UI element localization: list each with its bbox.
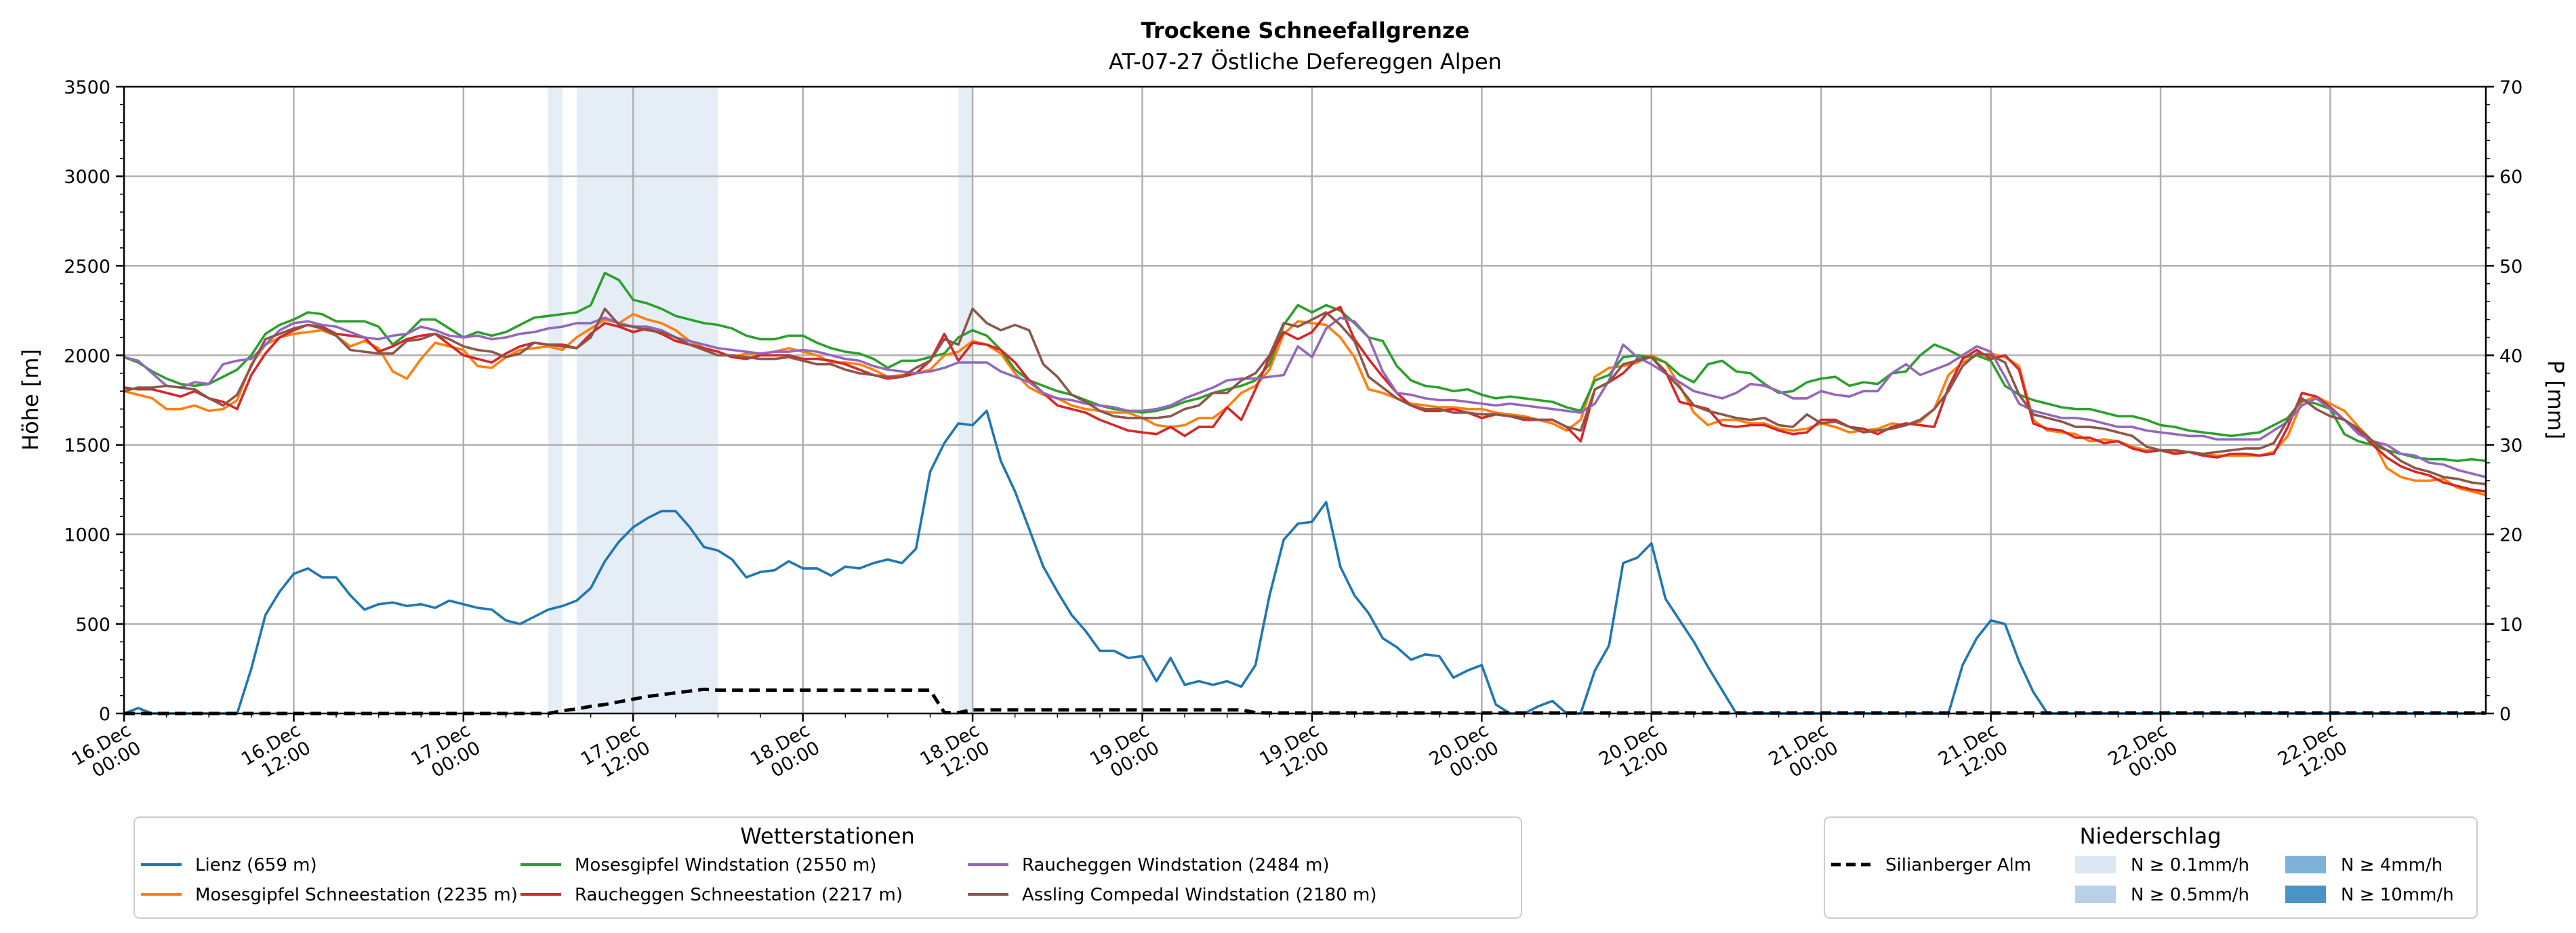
precipitation-bands (548, 87, 973, 713)
y2-tick-label-7: 70 (2499, 77, 2522, 98)
series-line-6 (124, 687, 2486, 716)
y-tick-label-3: 1500 (64, 436, 110, 457)
legend-stations-entries: Lienz (659 m) Mosesgipfel Schneestation (… (141, 855, 1377, 905)
legend-station-label-5: Assling Compedal Windstation (2180 m) (1022, 885, 1377, 905)
legend-precip-label-3: N ≥ 10mm/h (2341, 885, 2454, 905)
x-tick-label-11: 21.Dec12:00 (1935, 720, 2011, 787)
y-tick-label-2: 1000 (64, 525, 110, 546)
legend-precip-swatch-2 (2285, 856, 2326, 873)
legend-precip-title: Niederschlag (2079, 823, 2221, 849)
y2-tick-label-1: 10 (2499, 615, 2522, 636)
y-tick-label-5: 2500 (64, 256, 110, 277)
y2-tick-label-5: 50 (2499, 256, 2522, 277)
y-tick-label-0: 0 (99, 704, 110, 725)
y2-tick-label-4: 40 (2499, 346, 2522, 367)
grid (124, 87, 2486, 713)
legend-station-label-0: Lienz (659 m) (195, 855, 317, 875)
y2-tick-label-2: 20 (2499, 525, 2522, 546)
chart-subtitle: AT-07-27 Östliche Defereggen Alpen (1109, 49, 1502, 75)
legend-station-label-1: Mosesgipfel Schneestation (2235 m) (195, 885, 518, 905)
axis-ticks: 0 500 1000 1500 2000 2500 3000 3500 0 10 20 30 40 50 6… (64, 77, 2522, 787)
legend-precip-swatch-3 (2285, 886, 2326, 903)
legend-precip-swatch-0 (2075, 856, 2116, 873)
legend-stations: Wetterstationen Lienz (659 m) Mosesgipfel… (134, 816, 1522, 919)
legend-station-label-3: Raucheggen Schneestation (2217 m) (575, 885, 903, 905)
precip-band-2 (958, 87, 973, 713)
legend-precip: Niederschlag Silianberger Alm N ≥ 0.1mm/… (1824, 816, 2478, 919)
series-line-5 (123, 307, 2487, 486)
legend-precip-label-1: N ≥ 0.5mm/h (2131, 885, 2249, 905)
series-line-4 (123, 316, 2487, 478)
legend-stations-box (134, 816, 1522, 919)
y-tick-label-1: 500 (75, 615, 110, 636)
legend-stations-title: Wetterstationen (740, 823, 914, 849)
legend-station-label-2: Mosesgipfel Windstation (2550 m) (575, 855, 876, 875)
y2-axis-label: P [mm] (2543, 360, 2569, 440)
series-line-2 (123, 272, 2487, 463)
y2-tick-label-6: 60 (2499, 167, 2522, 188)
series-line-3 (123, 306, 2487, 493)
precip-band-0 (548, 87, 563, 713)
y-tick-label-7: 3500 (64, 77, 110, 98)
series-lines (123, 272, 2487, 716)
y2-tick-label-3: 30 (2499, 436, 2522, 457)
y-tick-label-4: 2000 (64, 346, 110, 367)
legend-precip-label-2: N ≥ 4mm/h (2341, 855, 2442, 875)
precip-band-1 (576, 87, 718, 713)
chart-title: Trockene Schneefallgrenze (1141, 18, 1470, 43)
series-line-0 (123, 409, 2486, 715)
legend-precip-line-label: Silianberger Alm (1885, 855, 2031, 875)
y2-tick-label-0: 0 (2499, 704, 2511, 725)
y-tick-label-6: 3000 (64, 167, 110, 188)
legend-precip-label-0: N ≥ 0.1mm/h (2131, 855, 2249, 875)
legend-station-label-4: Raucheggen Windstation (2484 m) (1022, 855, 1330, 875)
plot-frame (123, 85, 2487, 715)
legend-precip-patches: N ≥ 0.1mm/h N ≥ 0.5mm/h N ≥ 4mm/h N ≥ 10mm/… (2075, 855, 2454, 905)
legend-precip-swatch-1 (2075, 886, 2116, 903)
y-axis-label: Höhe [m] (18, 349, 43, 451)
